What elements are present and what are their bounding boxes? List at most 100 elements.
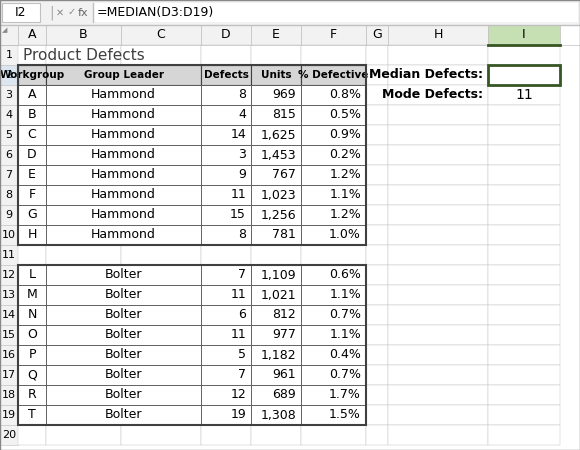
Bar [301, 185, 366, 205]
Bar [301, 105, 366, 125]
Text: Hammond: Hammond [91, 229, 156, 242]
Text: fx: fx [78, 8, 88, 18]
Bar [251, 165, 301, 185]
Bar [18, 345, 46, 365]
Text: 6: 6 [238, 309, 246, 321]
Bar [251, 145, 301, 165]
Text: ◢: ◢ [2, 27, 8, 33]
Text: 1.1%: 1.1% [329, 328, 361, 342]
Bar [251, 405, 301, 425]
Text: |: | [50, 5, 55, 20]
Text: 19: 19 [230, 409, 246, 422]
Bar [488, 405, 560, 425]
Text: B: B [28, 108, 37, 122]
Bar [388, 305, 488, 325]
Bar [301, 225, 366, 245]
Bar [388, 185, 488, 205]
Text: 3: 3 [238, 148, 246, 162]
Bar [366, 245, 388, 265]
Bar [18, 385, 46, 405]
Bar [488, 265, 560, 285]
Bar [0, 205, 18, 225]
Bar [201, 25, 251, 45]
Bar [301, 25, 366, 45]
Text: F: F [330, 28, 337, 41]
Bar [201, 245, 251, 265]
Bar [18, 205, 46, 225]
Bar [251, 285, 301, 305]
Bar [0, 25, 18, 45]
Bar [121, 425, 201, 445]
Text: D: D [221, 28, 231, 41]
Text: 8: 8 [238, 229, 246, 242]
Text: A: A [28, 28, 36, 41]
Bar [18, 105, 46, 125]
Text: 1,023: 1,023 [260, 189, 296, 202]
Bar [201, 405, 251, 425]
Text: Hammond: Hammond [91, 108, 156, 122]
Bar [0, 85, 18, 105]
Bar [0, 165, 18, 185]
Text: R: R [28, 388, 37, 401]
Bar [0, 125, 18, 145]
Text: 977: 977 [272, 328, 296, 342]
Bar [201, 145, 251, 165]
Text: O: O [27, 328, 37, 342]
Bar [251, 225, 301, 245]
Text: 1,625: 1,625 [260, 129, 296, 141]
Text: 7: 7 [5, 170, 13, 180]
Bar [388, 45, 488, 65]
Text: 9: 9 [520, 68, 528, 82]
Bar [251, 125, 301, 145]
Text: Units: Units [260, 70, 291, 80]
Text: Bolter: Bolter [105, 369, 142, 382]
Bar [301, 145, 366, 165]
Bar [201, 165, 251, 185]
Text: 0.9%: 0.9% [329, 129, 361, 141]
Bar [366, 225, 388, 245]
Bar [366, 345, 388, 365]
Bar [366, 285, 388, 305]
Text: 1.2%: 1.2% [329, 208, 361, 221]
Text: Q: Q [27, 369, 37, 382]
Bar [46, 85, 201, 105]
Text: Workgroup: Workgroup [0, 70, 64, 80]
Bar [251, 205, 301, 225]
Text: 9: 9 [238, 168, 246, 181]
Bar [301, 325, 366, 345]
Text: 12: 12 [2, 270, 16, 280]
Text: 20: 20 [2, 430, 16, 440]
Bar [46, 425, 121, 445]
Bar [301, 385, 366, 405]
Bar [388, 65, 488, 85]
Bar [18, 85, 46, 105]
Bar [388, 125, 488, 145]
Bar [488, 285, 560, 305]
Bar [46, 145, 201, 165]
Bar [388, 25, 488, 45]
Bar [0, 45, 18, 65]
Bar [301, 245, 366, 265]
Bar [46, 185, 201, 205]
Text: Median Defects:: Median Defects: [369, 68, 483, 81]
Bar [366, 65, 388, 85]
Bar [388, 85, 488, 105]
Bar [201, 345, 251, 365]
Text: H: H [433, 28, 443, 41]
Bar [201, 305, 251, 325]
Bar [366, 205, 388, 225]
Text: H: H [27, 229, 37, 242]
Bar [251, 385, 301, 405]
Bar [0, 365, 18, 385]
Bar [366, 185, 388, 205]
Bar [366, 105, 388, 125]
Bar [388, 285, 488, 305]
Bar [488, 245, 560, 265]
Text: 1.1%: 1.1% [329, 189, 361, 202]
Bar [18, 305, 46, 325]
Text: E: E [272, 28, 280, 41]
Bar [488, 125, 560, 145]
Text: B: B [79, 28, 88, 41]
Bar [366, 85, 388, 105]
Bar [201, 225, 251, 245]
